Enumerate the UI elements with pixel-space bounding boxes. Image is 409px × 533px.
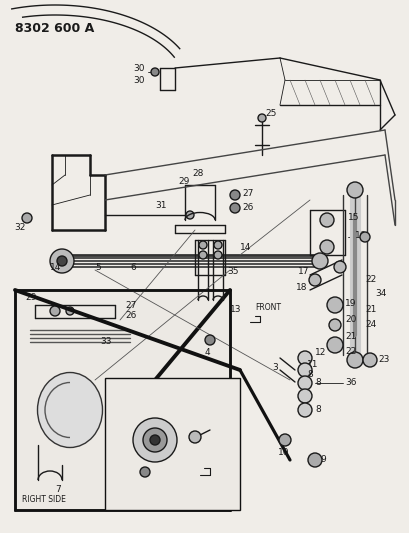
Text: 4: 4 xyxy=(204,349,210,358)
Text: 27: 27 xyxy=(125,301,136,310)
Text: 21: 21 xyxy=(344,333,355,342)
Text: 33: 33 xyxy=(100,337,111,346)
Text: 21: 21 xyxy=(364,305,375,314)
Circle shape xyxy=(151,68,159,76)
Circle shape xyxy=(297,363,311,377)
Text: 31: 31 xyxy=(155,200,166,209)
Circle shape xyxy=(189,431,200,443)
Text: 1A: 1A xyxy=(115,431,126,440)
Circle shape xyxy=(311,253,327,269)
Text: 17: 17 xyxy=(297,268,309,277)
Circle shape xyxy=(257,114,265,122)
Text: 2: 2 xyxy=(122,464,127,472)
Text: 3: 3 xyxy=(211,427,217,437)
Text: 26: 26 xyxy=(241,203,253,212)
Circle shape xyxy=(319,240,333,254)
Text: 22: 22 xyxy=(344,348,355,357)
Circle shape xyxy=(186,211,193,219)
Text: 3: 3 xyxy=(271,364,277,373)
Text: 19: 19 xyxy=(344,298,356,308)
Text: 6: 6 xyxy=(130,263,135,272)
Circle shape xyxy=(328,319,340,331)
Text: 8: 8 xyxy=(306,370,312,379)
Circle shape xyxy=(278,434,290,446)
Text: 11: 11 xyxy=(306,360,318,369)
Text: 18: 18 xyxy=(295,282,307,292)
Text: 24: 24 xyxy=(364,320,375,329)
Text: 15: 15 xyxy=(347,214,359,222)
Text: 14: 14 xyxy=(239,243,251,252)
Text: 32: 32 xyxy=(14,223,25,232)
Circle shape xyxy=(66,307,74,315)
Text: FRONT: FRONT xyxy=(254,303,280,311)
Circle shape xyxy=(229,190,239,200)
Circle shape xyxy=(22,213,32,223)
Text: 23: 23 xyxy=(377,356,389,365)
Text: 7: 7 xyxy=(55,486,61,495)
Text: 13: 13 xyxy=(229,305,241,314)
Circle shape xyxy=(198,251,207,259)
Text: 27: 27 xyxy=(241,189,253,198)
Text: 8: 8 xyxy=(314,378,320,387)
Text: 30: 30 xyxy=(133,63,144,72)
Text: 29: 29 xyxy=(25,294,36,303)
Text: 34: 34 xyxy=(374,288,385,297)
Circle shape xyxy=(297,351,311,365)
Bar xyxy=(15,290,229,510)
Text: 9: 9 xyxy=(319,456,325,464)
Circle shape xyxy=(297,389,311,403)
Circle shape xyxy=(150,435,160,445)
Circle shape xyxy=(359,232,369,242)
Text: 36: 36 xyxy=(344,378,356,387)
Text: 14: 14 xyxy=(50,263,61,272)
Circle shape xyxy=(204,335,214,345)
Circle shape xyxy=(297,376,311,390)
Circle shape xyxy=(297,403,311,417)
Circle shape xyxy=(326,297,342,313)
Text: 26: 26 xyxy=(125,311,136,320)
Text: 8302 600 A: 8302 600 A xyxy=(15,22,94,35)
Circle shape xyxy=(198,241,207,249)
Ellipse shape xyxy=(37,373,102,448)
Circle shape xyxy=(133,418,177,462)
Text: FRONT: FRONT xyxy=(204,456,230,464)
Text: 29: 29 xyxy=(178,177,189,187)
Text: 20: 20 xyxy=(344,316,355,325)
Circle shape xyxy=(346,352,362,368)
Circle shape xyxy=(346,182,362,198)
Circle shape xyxy=(333,261,345,273)
Circle shape xyxy=(213,251,221,259)
Text: 12: 12 xyxy=(314,349,326,358)
Bar xyxy=(105,378,239,510)
Circle shape xyxy=(143,428,166,452)
Circle shape xyxy=(319,213,333,227)
Text: RIGHT SIDE: RIGHT SIDE xyxy=(22,496,66,505)
Circle shape xyxy=(362,353,376,367)
Circle shape xyxy=(50,249,74,273)
Circle shape xyxy=(308,274,320,286)
Text: 16: 16 xyxy=(354,230,366,239)
Circle shape xyxy=(57,256,67,266)
Circle shape xyxy=(307,453,321,467)
Text: 25: 25 xyxy=(264,109,276,117)
Text: 30: 30 xyxy=(133,76,144,85)
Circle shape xyxy=(326,337,342,353)
Text: 22: 22 xyxy=(364,276,375,285)
Text: 5: 5 xyxy=(95,263,101,272)
Circle shape xyxy=(139,467,150,477)
Text: 10: 10 xyxy=(277,448,289,457)
Circle shape xyxy=(50,306,60,316)
Text: 1: 1 xyxy=(112,446,117,455)
Circle shape xyxy=(229,203,239,213)
Text: 28: 28 xyxy=(191,168,203,177)
Text: 35: 35 xyxy=(227,268,238,277)
Circle shape xyxy=(213,241,221,249)
Text: 8: 8 xyxy=(314,406,320,415)
